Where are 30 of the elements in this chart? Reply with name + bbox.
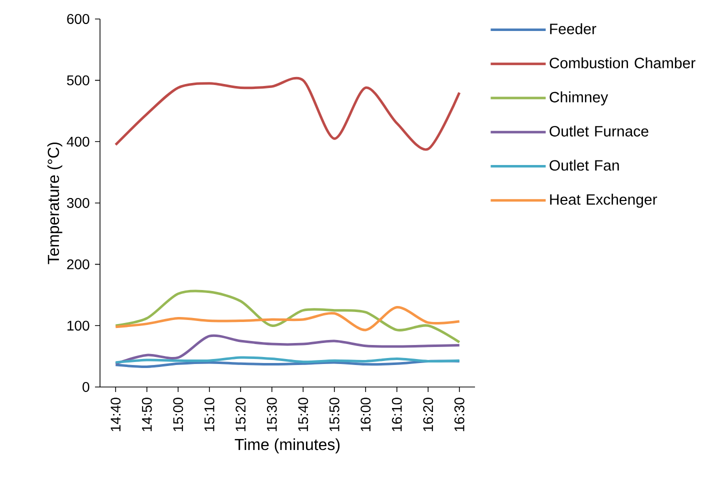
legend-label: Outlet Fan <box>550 160 619 171</box>
x-tick-label: 14:50 <box>142 398 152 432</box>
x-tick-label: 15:20 <box>236 398 246 432</box>
x-axis-title: Time (minutes) <box>234 438 340 454</box>
y-tick-label: 200 <box>67 259 90 270</box>
x-tick-label: 15:40 <box>298 398 308 432</box>
legend-label: Chimney <box>550 91 608 106</box>
legend-label: Feeder <box>550 23 596 34</box>
x-tick-label: 16:00 <box>360 398 371 432</box>
y-axis-title: Temperature (°C) <box>47 142 62 264</box>
line-series <box>114 334 461 365</box>
line-series <box>114 290 461 344</box>
x-tick-label: 16:30 <box>454 398 464 432</box>
y-tick-label: 500 <box>67 75 90 86</box>
x-tick-label: 16:10 <box>392 398 402 432</box>
y-tick-label: 100 <box>68 320 90 331</box>
x-tick-label: 15:10 <box>204 398 214 432</box>
legend-label: Combustion Chamber <box>550 57 696 68</box>
x-tick-label: 14:40 <box>110 398 121 432</box>
legend-label: Heat Exchenger <box>550 194 658 208</box>
x-tick-label: 15:30 <box>266 398 277 432</box>
x-tick-label: 16:20 <box>423 398 434 432</box>
y-tick-label: 600 <box>67 14 90 24</box>
line-series <box>114 306 461 332</box>
x-tick-label: 15:50 <box>329 398 340 432</box>
x-tick-label: 15:00 <box>173 398 184 432</box>
legend-label: Outlet Furnace <box>550 126 648 137</box>
y-tick-label: 400 <box>66 136 90 147</box>
y-tick-label: 300 <box>66 198 90 208</box>
y-tick-label: 0 <box>82 382 90 392</box>
